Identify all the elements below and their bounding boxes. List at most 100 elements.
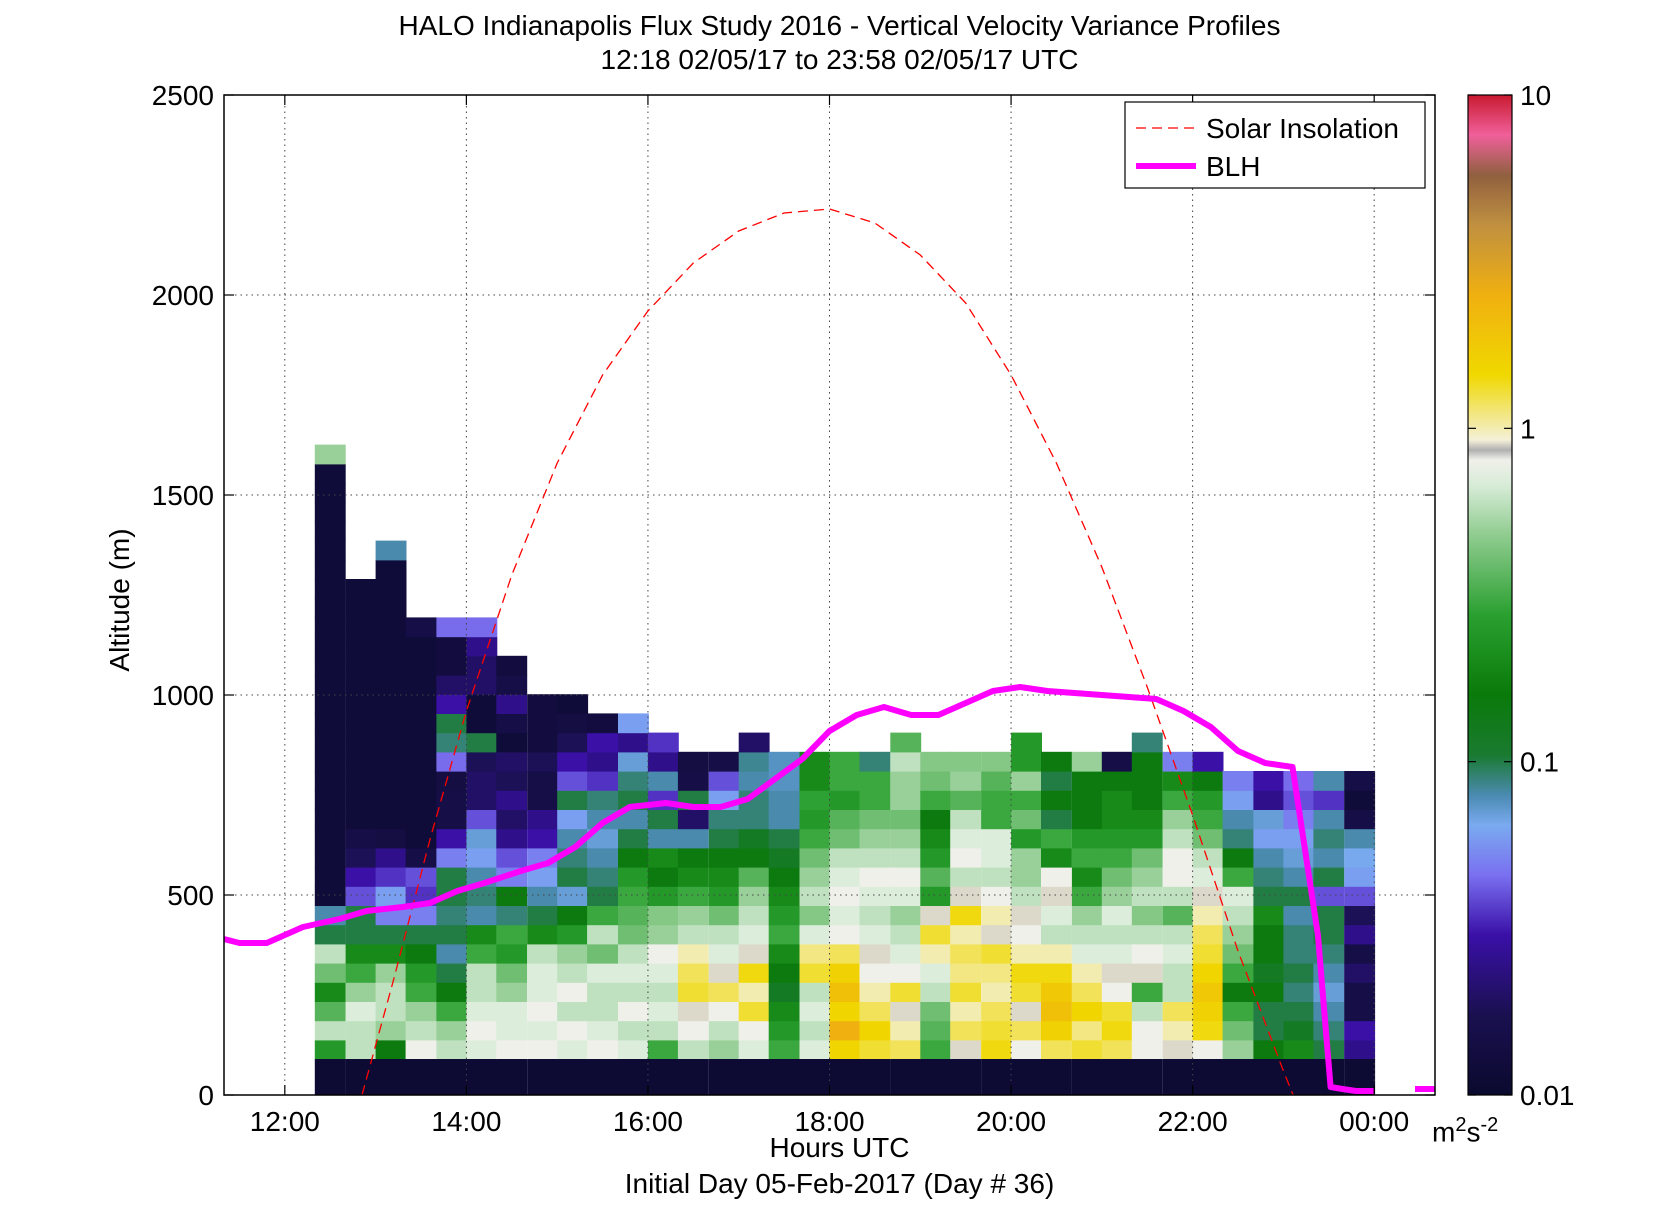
heatmap-cell — [1101, 982, 1133, 1002]
heatmap-cell — [708, 1001, 740, 1022]
heatmap-cell — [981, 1020, 1012, 1041]
heatmap-cell — [466, 943, 498, 964]
heatmap-cell — [708, 982, 740, 1002]
heatmap-cell — [496, 771, 528, 791]
heatmap-cell — [1101, 1020, 1133, 1041]
heatmap-cell — [920, 982, 952, 1002]
heatmap-cell — [677, 905, 709, 926]
heatmap-cell — [799, 809, 831, 830]
heatmap-cell — [708, 886, 740, 906]
heatmap-cell — [1011, 828, 1042, 849]
heatmap-cell — [496, 1020, 528, 1041]
heatmap-bottom-cell — [981, 1059, 1012, 1095]
heatmap-cell — [466, 828, 498, 849]
heatmap-cell — [1222, 886, 1254, 906]
heatmap-cell — [345, 751, 377, 772]
heatmap-cell — [1131, 924, 1163, 945]
heatmap-cell — [981, 828, 1012, 849]
heatmap-cell — [859, 905, 891, 926]
heatmap-bottom-cell — [587, 1059, 618, 1095]
heatmap-cell — [314, 598, 346, 618]
heatmap-cell — [345, 847, 377, 868]
heatmap-cell — [890, 751, 922, 772]
heatmap-cell — [1344, 828, 1376, 849]
heatmap-cell — [1253, 809, 1285, 830]
heatmap-cell — [557, 924, 589, 945]
heatmap-cell — [708, 828, 740, 849]
heatmap-cell — [587, 943, 618, 964]
heatmap-cell — [799, 867, 831, 887]
heatmap-cell — [375, 963, 407, 983]
heatmap-cell — [890, 771, 922, 791]
heatmap-cell — [1071, 886, 1103, 906]
heatmap-cell — [1313, 982, 1345, 1002]
heatmap-cell — [557, 694, 589, 714]
heatmap-cell — [829, 828, 861, 849]
heatmap-cell — [496, 675, 528, 695]
heatmap-cell — [314, 617, 346, 638]
heatmap-cell — [920, 886, 952, 906]
chart-subtitle: 12:18 02/05/17 to 23:58 02/05/17 UTC — [600, 44, 1079, 75]
heatmap-cell — [829, 1039, 861, 1060]
heatmap-cell — [1253, 867, 1285, 887]
heatmap-bottom-cell — [1071, 1059, 1103, 1095]
heatmap-cell — [1192, 963, 1224, 983]
y-axis-ticks: 0 500 1000 1500 2000 2500 — [152, 80, 1435, 1111]
blh-line — [224, 684, 1375, 1094]
heatmap-cell — [1131, 1020, 1163, 1041]
heatmap-cell — [1344, 867, 1376, 887]
heatmap-cell — [1041, 847, 1072, 868]
heatmap-cell — [618, 751, 649, 772]
heatmap-cell — [527, 982, 559, 1002]
heatmap-cell — [1011, 809, 1042, 830]
heatmap-cell — [981, 905, 1012, 926]
heatmap-cell — [768, 924, 800, 945]
heatmap-cell — [647, 809, 679, 830]
heatmap-cell — [647, 943, 679, 964]
heatmap-cell — [799, 905, 831, 926]
heatmap-cell — [436, 924, 468, 945]
heatmap-cell — [1222, 924, 1254, 945]
heatmap-cell — [890, 963, 922, 983]
heatmap-cell — [950, 790, 982, 810]
heatmap-cell — [405, 732, 437, 753]
heatmap-cell — [405, 963, 437, 983]
heatmap-cell — [981, 847, 1012, 868]
heatmap-bottom-cell — [314, 1059, 346, 1095]
heatmap-cell — [950, 828, 982, 849]
heatmap-cell — [527, 867, 559, 887]
heatmap-cell — [1192, 771, 1224, 791]
heatmap-cell — [405, 867, 437, 887]
heatmap-cell — [557, 943, 589, 964]
heatmap-cell — [314, 559, 346, 580]
heatmap-cell — [859, 886, 891, 906]
heatmap-cell — [1192, 847, 1224, 868]
heatmap-cell — [829, 847, 861, 868]
heatmap-bottom-cell — [1253, 1059, 1285, 1095]
heatmap-cell — [466, 847, 498, 868]
heatmap-cell — [527, 732, 559, 753]
heatmap-cell — [314, 694, 346, 714]
colorbar-unit-base: m — [1432, 1116, 1456, 1148]
heatmap-cell — [768, 963, 800, 983]
heatmap-cell — [618, 1020, 649, 1041]
heatmap-cell — [1192, 867, 1224, 887]
heatmap-cell — [1253, 771, 1285, 791]
heatmap-cell — [647, 982, 679, 1002]
heatmap-bottom-cell — [345, 1059, 377, 1095]
heatmap-cell — [647, 867, 679, 887]
heatmap-cell — [768, 809, 800, 830]
heatmap-cell — [1131, 867, 1163, 887]
heatmap-cell — [647, 1039, 679, 1060]
heatmap-cell — [1101, 771, 1133, 791]
heatmap-cell — [829, 905, 861, 926]
heatmap-cell — [920, 943, 952, 964]
heatmap-cell — [1101, 790, 1133, 810]
heatmap-cell — [345, 1001, 377, 1022]
heatmap-cell — [1313, 771, 1345, 791]
heatmap-cell — [647, 771, 679, 791]
heatmap-cell — [466, 963, 498, 983]
heatmap-cell — [375, 675, 407, 695]
heatmap-cell — [1162, 963, 1194, 983]
heatmap-cell — [436, 963, 468, 983]
